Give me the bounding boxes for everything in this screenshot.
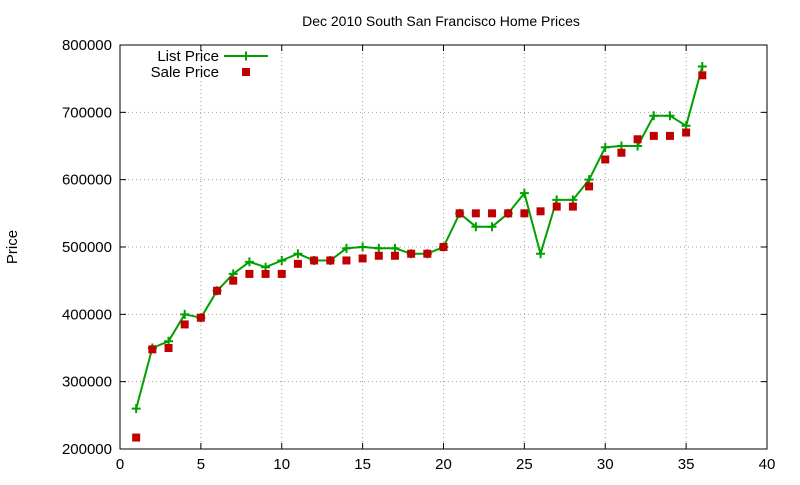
data-point-sale-price	[245, 269, 254, 278]
data-point-list-price	[390, 243, 400, 253]
data-point-sale-price	[698, 71, 707, 80]
legend-square-marker-sale-price	[242, 68, 250, 76]
data-point-sale-price	[374, 251, 383, 260]
x-tick-label: 35	[678, 456, 695, 473]
data-point-sale-price	[439, 243, 448, 251]
series-layer	[131, 62, 707, 442]
x-tick-label: 15	[354, 456, 371, 473]
x-tick-label: 20	[435, 456, 452, 473]
data-point-sale-price	[261, 269, 270, 278]
data-point-list-price	[471, 222, 481, 232]
y-tick-label: 400000	[62, 306, 112, 323]
data-point-sale-price	[407, 249, 416, 258]
data-point-list-price	[244, 257, 254, 267]
data-point-sale-price	[649, 131, 658, 140]
data-point-sale-price	[601, 155, 610, 164]
data-point-sale-price	[326, 256, 335, 265]
legend-label-list-price: List Price	[157, 48, 219, 65]
data-point-list-price	[519, 188, 529, 198]
data-point-sale-price	[488, 209, 497, 218]
data-point-sale-price	[148, 345, 157, 354]
data-point-list-price	[665, 111, 675, 121]
data-point-list-price	[341, 243, 351, 253]
data-point-list-price	[536, 249, 546, 259]
data-point-list-price	[180, 309, 190, 319]
data-point-sale-price	[585, 182, 594, 191]
data-point-sale-price	[293, 259, 302, 268]
legend-label-sale-price: Sale Price	[151, 64, 219, 81]
data-point-sale-price	[310, 256, 319, 265]
legend: List Price Sale Price	[151, 48, 268, 81]
data-point-list-price	[131, 404, 141, 414]
legend-plus-marker-list-price	[241, 51, 251, 61]
data-point-list-price	[487, 222, 497, 232]
data-point-list-price	[358, 242, 368, 252]
data-point-sale-price	[132, 433, 141, 442]
x-tick-label: 25	[516, 456, 533, 473]
x-tick-label: 40	[759, 456, 776, 473]
data-point-sale-price	[196, 313, 205, 322]
x-tick-label: 0	[116, 456, 124, 473]
data-point-sale-price	[682, 128, 691, 137]
y-axis-label: Price	[4, 230, 21, 264]
data-point-sale-price	[229, 276, 238, 285]
data-point-sale-price	[617, 148, 626, 157]
y-tick-label: 500000	[62, 239, 112, 256]
data-point-sale-price	[277, 269, 286, 278]
tick-layer: 200000 300000 400000 500000 600000 700000 8000…	[62, 37, 775, 473]
data-point-sale-price	[665, 131, 674, 140]
data-point-sale-price	[568, 202, 577, 211]
data-point-list-price	[600, 142, 610, 152]
data-point-list-price	[293, 249, 303, 259]
data-point-sale-price	[358, 254, 367, 263]
data-point-sale-price	[455, 209, 464, 218]
data-point-sale-price	[536, 207, 545, 216]
data-point-list-price	[374, 243, 384, 253]
chart-title: Dec 2010 South San Francisco Home Prices	[302, 13, 580, 29]
y-tick-label: 800000	[62, 37, 112, 54]
data-point-sale-price	[633, 135, 642, 144]
data-point-list-price	[649, 111, 659, 121]
data-point-sale-price	[164, 344, 173, 352]
data-point-list-price	[277, 255, 287, 265]
grid-layer	[120, 45, 767, 449]
data-point-sale-price	[471, 209, 480, 218]
data-point-sale-price	[342, 256, 351, 265]
y-tick-label: 600000	[62, 172, 112, 189]
x-tick-label: 10	[273, 456, 290, 473]
series-line-list-price	[135, 66, 704, 409]
data-point-sale-price	[423, 249, 432, 258]
data-point-sale-price	[180, 320, 189, 329]
x-tick-label: 30	[597, 456, 614, 473]
data-point-sale-price	[520, 209, 529, 218]
data-point-sale-price	[213, 286, 222, 295]
y-tick-label: 300000	[62, 374, 112, 391]
y-tick-label: 200000	[62, 441, 112, 458]
data-point-sale-price	[552, 202, 561, 211]
y-tick-label: 700000	[62, 104, 112, 121]
data-point-sale-price	[504, 209, 513, 218]
x-tick-label: 5	[197, 456, 205, 473]
data-point-sale-price	[390, 251, 399, 260]
data-point-list-price	[697, 62, 707, 72]
